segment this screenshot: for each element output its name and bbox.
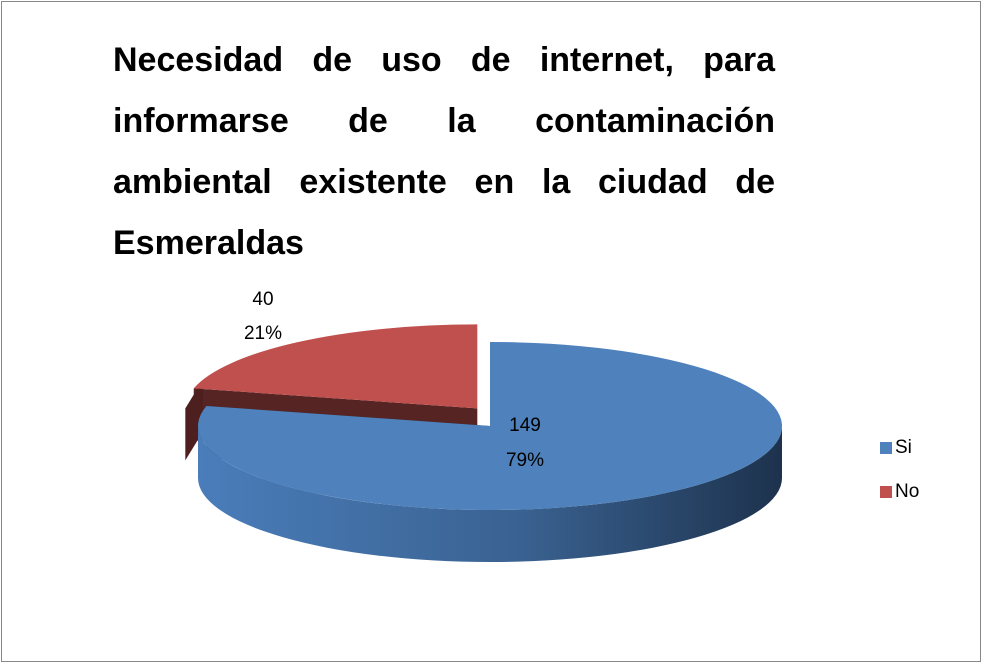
slice (193, 324, 478, 409)
slice (197, 342, 782, 510)
slice-side (198, 426, 782, 562)
slice-side (185, 379, 203, 461)
data-label-percent: 21% (244, 323, 282, 344)
legend-label: Si (895, 437, 912, 458)
legend-label: No (895, 481, 919, 502)
chart-title: Necesidad de uso de internet, para infor… (113, 41, 775, 262)
legend-swatch (880, 486, 892, 498)
data-label-value: 149 (509, 415, 541, 436)
legend-swatch (880, 442, 892, 454)
data-label-value: 40 (252, 289, 273, 310)
data-label-percent: 79% (506, 450, 544, 471)
